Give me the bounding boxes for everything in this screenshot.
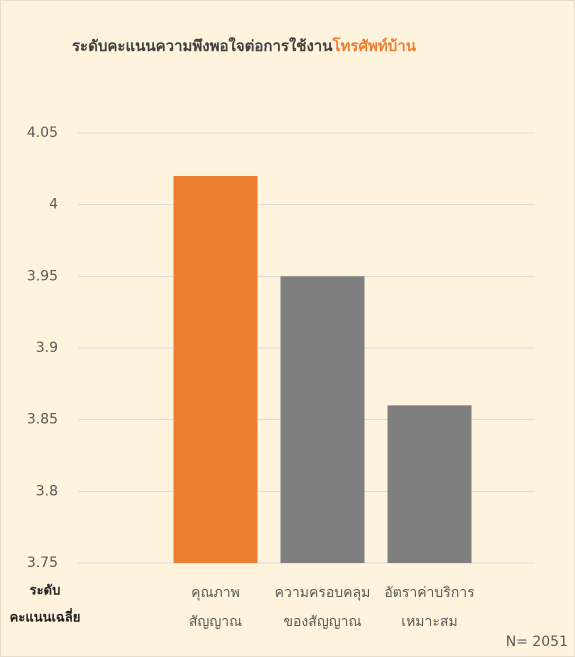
y-tick-label: 3.8 (36, 483, 58, 499)
y-axis-label: ระดับ (30, 584, 61, 599)
y-tick-label: 3.85 (27, 412, 58, 428)
sample-note: N= 2051 (506, 634, 568, 650)
y-tick-label: 4 (49, 197, 58, 213)
x-tick-label: สัญญาณ (189, 614, 242, 630)
bar (387, 405, 472, 563)
bar (280, 276, 365, 563)
y-tick-label: 4.05 (27, 125, 58, 141)
y-tick-label: 3.75 (27, 555, 58, 571)
x-tick-label: อัตราค่าบริการ (384, 585, 475, 601)
title-main: ระดับคะแนนความพึงพอใจต่อการใช้งาน (72, 37, 333, 55)
y-axis-label: คะแนนเฉลี่ย (10, 608, 81, 626)
x-tick-label: ความครอบคลุม (275, 585, 371, 601)
bar (173, 176, 258, 563)
x-tick-label: คุณภาพ (191, 585, 240, 601)
x-tick-label: เหมาะสม (401, 614, 457, 630)
x-tick-label: ของสัญญาณ (283, 614, 361, 630)
y-tick-label: 3.95 (27, 268, 58, 284)
y-tick-label: 3.9 (36, 340, 58, 356)
chart-title: ระดับคะแนนความพึงพอใจต่อการใช้งานโทรศัพท… (72, 36, 417, 55)
title-highlight: โทรศัพท์บ้าน (331, 36, 416, 55)
